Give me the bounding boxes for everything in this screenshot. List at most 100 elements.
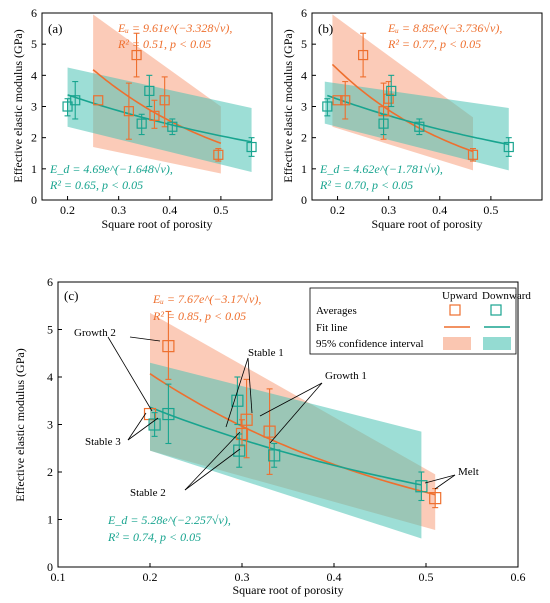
panel-c-xtick-label: 0.6: [511, 570, 526, 584]
panel-a-downward-point-marker: [246, 141, 257, 153]
panel-a-upward-point-marker: [213, 149, 224, 160]
panel-a-upward-point-marker: [131, 49, 142, 61]
growth1-leader-a: [269, 382, 323, 444]
stable3-leader-b: [127, 417, 159, 441]
panel-c-upward-point-marker: [162, 340, 175, 353]
panel-c-downward-point-marker: [415, 480, 428, 493]
label-growth-2: Growth 2: [74, 327, 116, 339]
legend: Upward Downward Averages Fit line 95% co…: [309, 287, 531, 355]
panel-a-upward-stats: R² = 0.51, p < 0.05: [117, 37, 211, 51]
panel-a-ylabel: Effective elastic modulus (GPa): [11, 29, 25, 182]
panel-c-xtick-label: 0.1: [51, 570, 66, 584]
panel-c-upward-point-marker: [429, 492, 442, 505]
panel-a-ytick-label: 1: [31, 162, 37, 176]
panel-b-downward-point-marker: [378, 118, 389, 129]
panel-a: 0.2 0.3 0.4 0.5 0 1 2 3 4 5 6 (a) Effective elasti…: [11, 6, 273, 231]
panel-c-ticks: 0.1 0.2 0.3 0.4 0.5 0.6 0 1 2 3 4 5 6: [47, 275, 526, 584]
panel-c-ytick-label: 4: [47, 370, 53, 384]
panel-c-ytick-label: 2: [47, 465, 53, 479]
panel-c-fit-lines: [149, 373, 436, 496]
panel-c-upward-stats: R² = 0.85, p < 0.05: [152, 309, 246, 323]
panel-a-label: (a): [48, 21, 62, 36]
panel-c-ytick-label: 5: [47, 323, 53, 337]
panel-a-ticks: 0.2 0.3 0.4 0.5 0 1 2 3 4 5 6: [31, 6, 228, 217]
panel-b-upward-point-marker: [467, 149, 479, 160]
panel-c-xtick-label: 0.3: [235, 570, 250, 584]
panel-b-fit-lines: [327, 63, 509, 153]
label-growth-1: Growth 1: [325, 370, 367, 382]
panel-b-label: (b): [318, 21, 333, 36]
panel-a-ytick-label: 6: [31, 6, 37, 20]
panel-a-ytick-label: 4: [31, 68, 37, 82]
panel-a-xtick-label: 0.3: [111, 203, 126, 217]
panel-c-label: (c): [64, 288, 78, 303]
panel-c-downward-point-marker: [162, 407, 175, 421]
stable1-leader-a: [247, 357, 253, 414]
panel-c-ytick-label: 0: [47, 560, 53, 574]
panel-b-upward-point-marker: [340, 95, 351, 106]
panel-a-points: [62, 32, 257, 162]
legend-downward-header: Downward: [482, 290, 531, 302]
panel-a-downward-equation: E_d = 4.69e^(−1.648√ν),: [49, 162, 173, 176]
panel-c-ytick-label: 3: [47, 418, 53, 432]
panel-b-xtick-label: 0.5: [483, 203, 498, 217]
panel-a-downward-point-marker: [136, 118, 147, 129]
panel-b-upward-equation: Eᵤ = 8.85e^(−3.736√ν),: [387, 21, 502, 35]
label-stable-1: Stable 1: [248, 347, 284, 359]
legend-fit-label: Fit line: [316, 322, 348, 334]
panel-b-downward-stats: R² = 0.70, p < 0.05: [319, 178, 413, 192]
growth2-leader-b: [107, 336, 153, 412]
panel-a-upward-equation: Eᵤ = 9.61e^(−3.328√ν),: [117, 21, 232, 35]
panel-b-downward-point-marker: [414, 121, 425, 132]
panel-c-bands: [150, 312, 436, 539]
panel-c-downward-fit-line: [149, 406, 422, 486]
legend-upward-header: Upward: [442, 290, 478, 302]
panel-b-xlabel: Square root of porosity: [372, 217, 483, 231]
panel-a-upward-point-marker: [159, 95, 170, 106]
panel-a-ytick-label: 0: [31, 193, 37, 207]
panel-a-downward-confidence-band: [67, 67, 252, 172]
panel-b-ticks: 0.2 0.3 0.4 0.5 0 1 2 3 4 5 6: [301, 6, 498, 217]
panel-c-downward-confidence-band: [150, 362, 422, 539]
legend-averages-label: Averages: [316, 305, 357, 317]
panel-a-xlabel: Square root of porosity: [102, 217, 213, 231]
legend-box: [309, 287, 517, 355]
stable1-leader-b: [225, 357, 249, 428]
panel-a-bands: [67, 14, 252, 174]
panel-a-downward-point-marker: [70, 95, 81, 106]
panel-b-ytick-label: 2: [301, 131, 307, 145]
panel-a-xtick-label: 0.5: [213, 203, 228, 217]
panel-c-upward-fit-line: [149, 373, 436, 496]
panel-c-xlabel: Square root of porosity: [233, 583, 344, 597]
panel-b-upward-point-marker: [383, 93, 394, 104]
panel-c-upward-point-marker: [240, 413, 253, 426]
panel-b-downward-fit-line: [327, 94, 509, 146]
panel-b-points: [322, 32, 514, 162]
panel-c-downward-point-marker: [231, 394, 244, 407]
panel-b-downward-point-marker: [386, 85, 397, 97]
panel-c-downward-equation: E_d = 5.28e^(−2.257√ν),: [107, 513, 231, 527]
panel-a-ytick-label: 2: [31, 131, 37, 145]
melt-leader-b: [434, 474, 456, 490]
panel-c-upward-point-marker: [263, 425, 276, 438]
panel-b-downward-point-marker: [503, 141, 514, 153]
panel-a-downward-point-marker: [144, 85, 155, 97]
panel-a-xtick-label: 0.4: [162, 203, 177, 217]
label-melt: Melt: [458, 466, 479, 478]
panel-a-upward-point-marker: [123, 106, 134, 117]
panel-a-upward-point-marker: [149, 110, 160, 121]
panel-b-ytick-label: 1: [301, 162, 307, 176]
stable3-leader-a: [127, 412, 147, 441]
panel-c-xtick-label: 0.5: [419, 570, 434, 584]
panel-b-ytick-label: 4: [301, 68, 307, 82]
panel-a-downward-stats: R² = 0.65, p < 0.05: [49, 178, 143, 192]
panel-c-xtick-label: 0.4: [327, 570, 342, 584]
panel-b-ytick-label: 0: [301, 193, 307, 207]
legend-ci-label: 95% confidence interval: [316, 338, 424, 350]
stage-annotations: [107, 336, 456, 491]
panel-b-xtick-label: 0.2: [330, 203, 345, 217]
panel-b-ytick-label: 6: [301, 6, 307, 20]
panel-a-ytick-label: 3: [31, 100, 37, 114]
growth1-leader-b: [259, 382, 323, 417]
stable2-leader-b: [184, 448, 241, 491]
